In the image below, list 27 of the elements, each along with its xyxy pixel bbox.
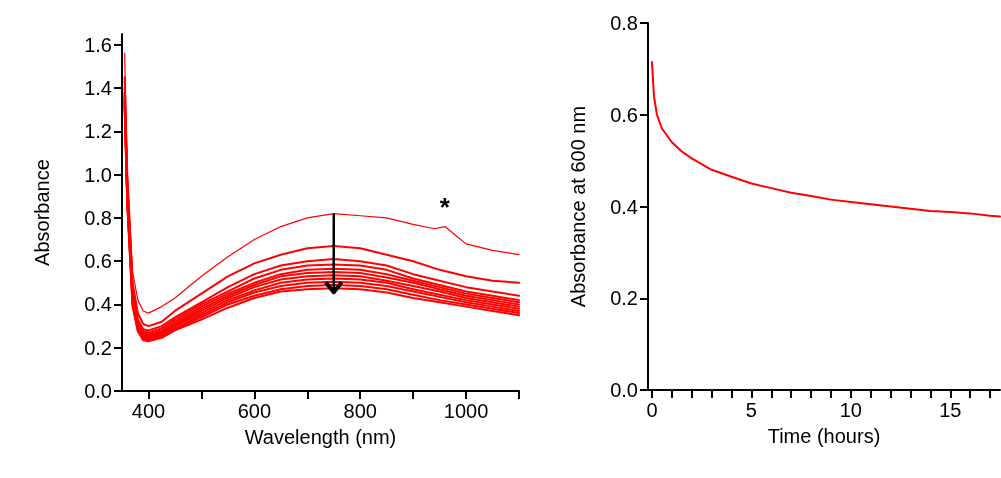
x-tick-label: 5 [745, 399, 757, 421]
y-tick-label: 1.2 [84, 120, 112, 143]
y-tick-label: 0.6 [610, 103, 638, 126]
x-tick-label: 600 [237, 400, 272, 422]
y-axis-title: Absorbance at 600 nm [567, 105, 589, 308]
x-axis-title: Wavelength (nm) [244, 426, 397, 448]
y-tick-label: 0.0 [610, 379, 638, 401]
y-tick-label: 1.0 [84, 163, 112, 186]
x-tick-label: 400 [131, 400, 166, 422]
y-tick-label: 0.8 [610, 12, 638, 34]
y-tick-label: 1.6 [84, 33, 112, 56]
y-tick-label: 0.6 [84, 250, 112, 273]
y-tick-label: 0.2 [84, 336, 112, 359]
x-tick-label: 1000 [443, 400, 489, 422]
y-tick-label: 0.0 [84, 380, 112, 402]
y-tick-label: 1.4 [84, 77, 112, 100]
y-tick-label: 0.2 [610, 287, 638, 310]
x-tick-label: 0 [646, 399, 658, 421]
x-tick-label: 15 [939, 399, 962, 421]
y-tick-label: 0.4 [84, 293, 112, 316]
y-tick-label: 0.8 [84, 206, 112, 229]
annotation: * [439, 191, 451, 222]
y-tick-label: 0.4 [610, 195, 638, 218]
y-axis-title: Absorbance [31, 159, 53, 266]
x-axis-title: Time (hours) [767, 425, 881, 447]
x-tick-label: 10 [839, 399, 862, 421]
x-tick-label: 800 [343, 400, 377, 422]
